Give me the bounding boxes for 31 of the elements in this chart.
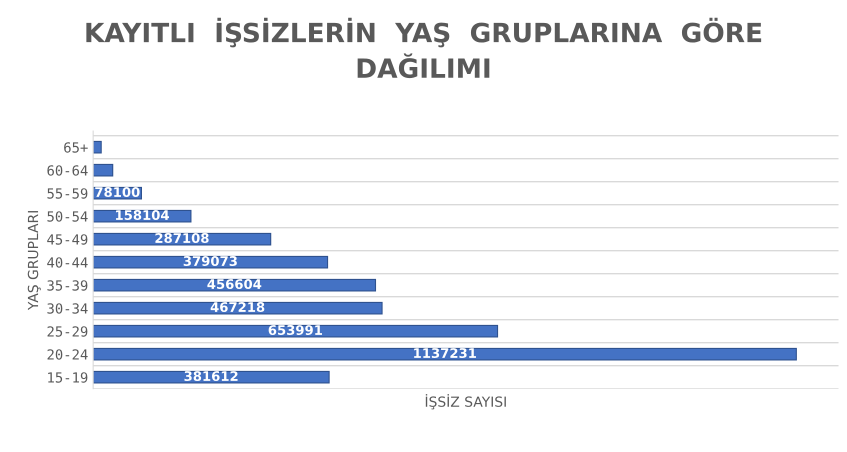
y-axis-title: YAŞ GRUPLARI <box>28 211 41 310</box>
chart-title: KAYITLI İŞSİZLERİN YAŞ GRUPLARINA GÖRE DAĞILIMI <box>86 18 762 78</box>
bar <box>93 324 498 338</box>
data-label: 379073 <box>184 256 237 266</box>
bar <box>93 164 114 176</box>
data-label: 1137231 <box>414 348 476 358</box>
y-tick-label: 40-44 <box>47 257 88 268</box>
data-label: 467218 <box>210 302 264 312</box>
bar <box>93 302 383 315</box>
x-axis-title: İŞSİZ SAYISI <box>426 394 506 410</box>
y-tick-label: 50-54 <box>47 211 88 222</box>
bar <box>93 140 102 154</box>
bar <box>93 370 330 384</box>
data-label: 287108 <box>155 233 209 244</box>
y-tick-label: 45-49 <box>47 234 88 245</box>
y-tick-label: 15-19 <box>48 372 88 383</box>
data-label: 158104 <box>116 210 169 220</box>
y-tick-label: 65+ <box>64 142 88 153</box>
y-tick-label: 25-29 <box>48 326 88 337</box>
data-label: 78100 <box>95 187 140 198</box>
y-tick-label: 30-34 <box>47 303 88 314</box>
data-label: 653991 <box>268 325 322 336</box>
y-tick-label: 20-24 <box>48 349 88 360</box>
y-tick-label: 55-59 <box>47 188 88 199</box>
bar <box>93 278 376 292</box>
data-label: 381612 <box>184 371 238 382</box>
bar <box>93 256 328 269</box>
bar <box>93 348 797 361</box>
y-tick-label: 60-64 <box>47 165 88 176</box>
y-tick-label: 35-39 <box>47 280 88 291</box>
data-label: 456604 <box>207 279 262 290</box>
